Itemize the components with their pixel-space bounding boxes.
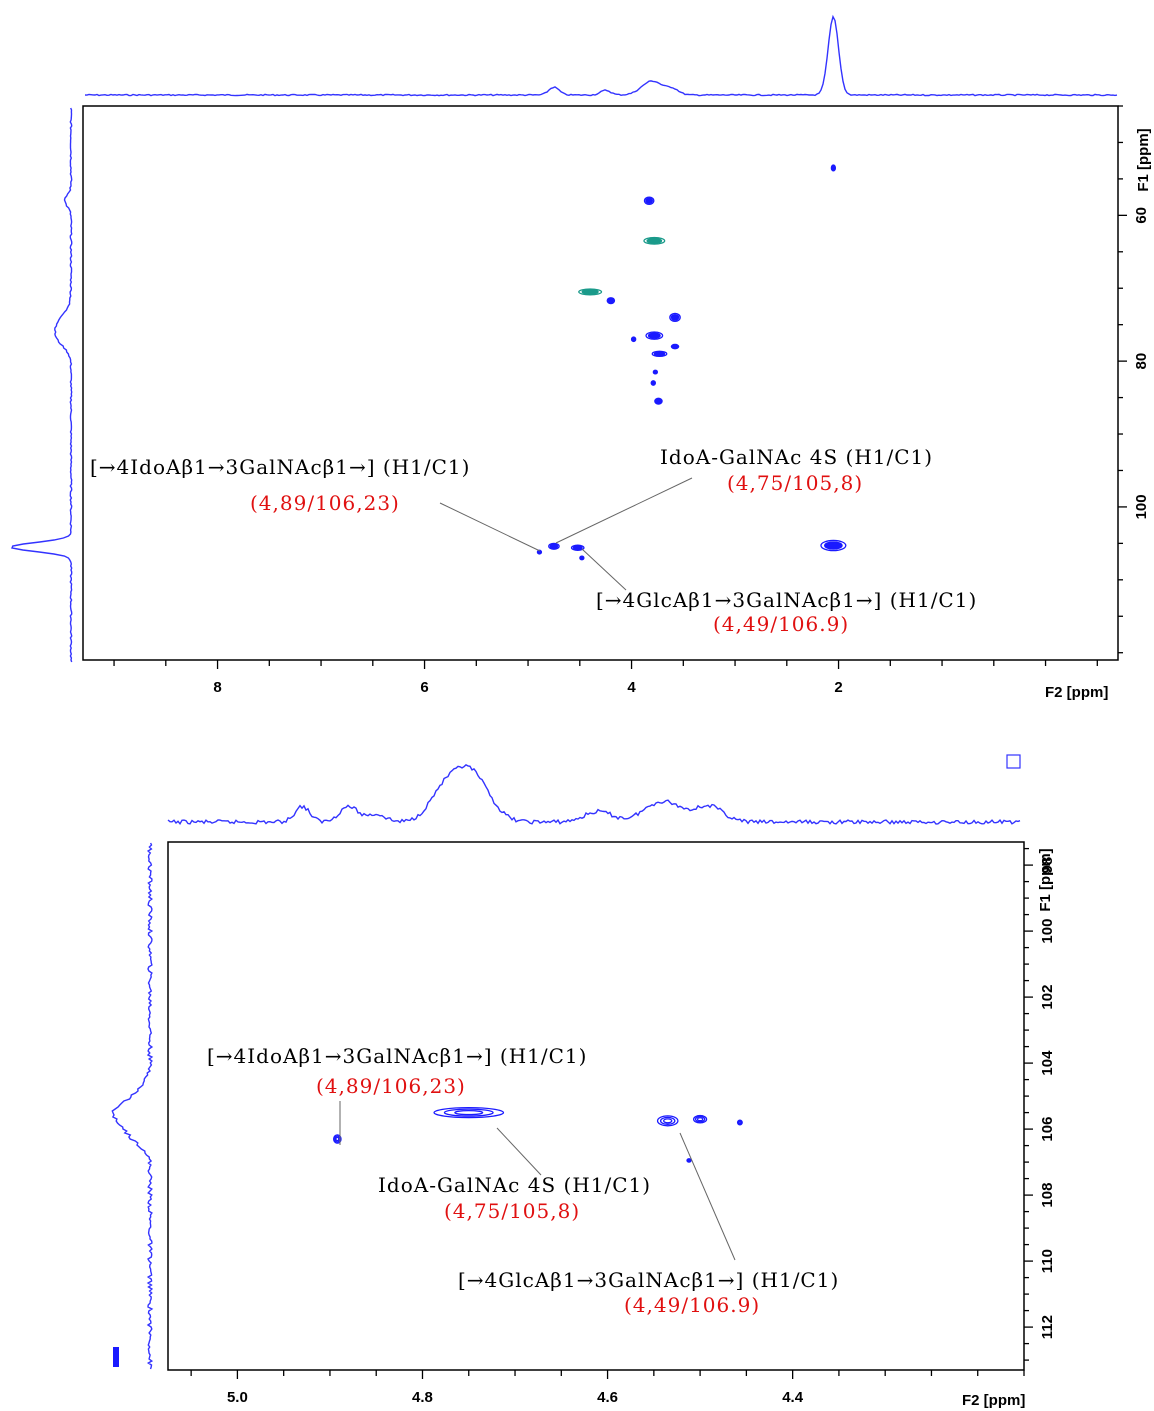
cross-peak xyxy=(645,331,664,340)
y-tick-label: 110 xyxy=(1039,1249,1056,1273)
annotation-coords: (4,75/105,8) xyxy=(444,1199,580,1223)
annotation-idoa-glcnac: [→4IdoAβ1→3GalNAcβ1→] (H1/C1) (4,89/106,… xyxy=(90,455,541,552)
cross-peaks xyxy=(536,164,847,561)
annotation-glca: [→4GlcAβ1→3GalNAcβ1→] (H1/C1) (4,49/106.… xyxy=(458,1132,839,1317)
leader-line xyxy=(581,548,627,591)
cross-peak xyxy=(654,397,663,405)
top-projection-trace xyxy=(84,14,1118,97)
cross-peak xyxy=(570,544,585,551)
plot-frame xyxy=(167,841,1025,1371)
y-tick-label: 100 xyxy=(1133,494,1150,519)
x-axis-ticks: 5.0 4.8 4.6 4.4 xyxy=(190,1370,1025,1406)
x-tick-label: 5.0 xyxy=(227,1389,248,1406)
window-marker-icon xyxy=(1006,754,1021,769)
cross-peak xyxy=(578,288,603,296)
cross-peak xyxy=(652,369,659,375)
y-tick-label: 108 xyxy=(1039,1183,1056,1208)
x-axis-ticks: 8 6 4 2 xyxy=(113,660,1098,696)
y-axis-ticks: 60 80 100 xyxy=(1118,105,1150,654)
cross-peak xyxy=(830,164,837,172)
y-tick-label: 98 xyxy=(1039,857,1056,874)
cross-peak xyxy=(651,350,668,358)
x-axis-label: F2 [ppm] xyxy=(962,1392,1025,1409)
annotation-coords: (4,75/105,8) xyxy=(727,471,863,495)
annotation-idoa-4s: IdoA-GalNAc 4S (H1/C1) (4,75/105,8) xyxy=(378,1127,651,1223)
cross-peak xyxy=(656,1115,679,1127)
y-tick-label: 102 xyxy=(1039,985,1056,1010)
y-tick-label: 106 xyxy=(1039,1117,1056,1142)
plot-frame xyxy=(82,105,1119,661)
y-tick-label: 100 xyxy=(1039,919,1056,944)
cross-peak xyxy=(606,297,616,305)
left-projection-trace xyxy=(11,107,73,663)
cross-peak xyxy=(643,196,655,206)
annotation-coords: (4,49/106.9) xyxy=(624,1293,760,1317)
x-tick-label: 4.8 xyxy=(412,1389,433,1406)
cross-peak xyxy=(820,539,847,552)
x-tick-label: 6 xyxy=(420,679,428,696)
annotation-label: IdoA-GalNAc 4S (H1/C1) xyxy=(378,1173,651,1197)
annotation-label: [→4IdoAβ1→3GalNAcβ1→] (H1/C1) xyxy=(90,455,470,479)
y-tick-label: 112 xyxy=(1039,1315,1056,1339)
x-axis-label: F2 [ppm] xyxy=(1045,684,1108,701)
y-axis-label: F1 [ppm] xyxy=(1135,128,1152,191)
leader-line xyxy=(439,502,541,552)
cross-peak xyxy=(643,236,666,245)
annotation-label: [→4IdoAβ1→3GalNAcβ1→] (H1/C1) xyxy=(207,1044,587,1068)
cross-peak xyxy=(650,380,657,386)
cross-peak xyxy=(579,555,585,561)
top-projection-trace xyxy=(167,764,1021,826)
hsqc-panel-zoom: 5.0 4.8 4.6 4.4 98 100 102 104 106 108 110 112 F2 … xyxy=(111,754,1056,1409)
y-axis-label: F1 [ppm] xyxy=(1037,848,1054,911)
y-tick-label: 80 xyxy=(1133,353,1150,370)
annotation-coords: (4,49/106.9) xyxy=(713,612,849,636)
cross-peak xyxy=(736,1119,743,1126)
cross-peak xyxy=(692,1114,708,1124)
cross-peaks xyxy=(332,1107,743,1163)
cross-peak xyxy=(686,1158,692,1163)
annotation-label: IdoA-GalNAc 4S (H1/C1) xyxy=(660,445,933,469)
cross-peak xyxy=(548,542,560,550)
x-tick-label: 4 xyxy=(627,679,636,696)
x-tick-label: 4.6 xyxy=(597,1389,618,1406)
cross-peak xyxy=(669,312,681,323)
annotation-coords: (4,89/106,23) xyxy=(316,1074,466,1098)
contour-level-marker-icon xyxy=(113,1347,119,1367)
annotation-idoa-4s: IdoA-GalNAc 4S (H1/C1) (4,75/105,8) xyxy=(555,445,933,544)
x-tick-label: 4.4 xyxy=(782,1389,804,1406)
annotation-idoa-glcnac: [→4IdoAβ1→3GalNAcβ1→] (H1/C1) (4,89/106,… xyxy=(207,1044,587,1145)
annotation-label: [→4GlcAβ1→3GalNAcβ1→] (H1/C1) xyxy=(596,588,977,612)
y-axis-ticks: 98 100 102 104 106 108 110 112 xyxy=(1024,847,1056,1361)
leader-line xyxy=(555,477,693,544)
left-projection-trace xyxy=(111,842,154,1370)
cross-peak xyxy=(670,343,680,350)
x-tick-label: 8 xyxy=(213,679,221,696)
annotation-glca: [→4GlcAβ1→3GalNAcβ1→] (H1/C1) (4,49/106.… xyxy=(581,548,977,636)
leader-line xyxy=(496,1127,542,1176)
cross-peak xyxy=(433,1107,505,1119)
y-tick-label: 60 xyxy=(1133,207,1150,224)
y-tick-label: 104 xyxy=(1039,1050,1056,1076)
cross-peak xyxy=(630,336,637,343)
x-tick-label: 2 xyxy=(834,679,842,696)
annotation-label: [→4GlcAβ1→3GalNAcβ1→] (H1/C1) xyxy=(458,1268,839,1292)
hsqc-panel-full: 8 6 4 2 60 80 100 F2 [ppm] F1 [ppm] [→4IdoAβ1… xyxy=(11,14,1152,701)
leader-line xyxy=(679,1132,736,1261)
annotation-coords: (4,89/106,23) xyxy=(250,491,400,515)
